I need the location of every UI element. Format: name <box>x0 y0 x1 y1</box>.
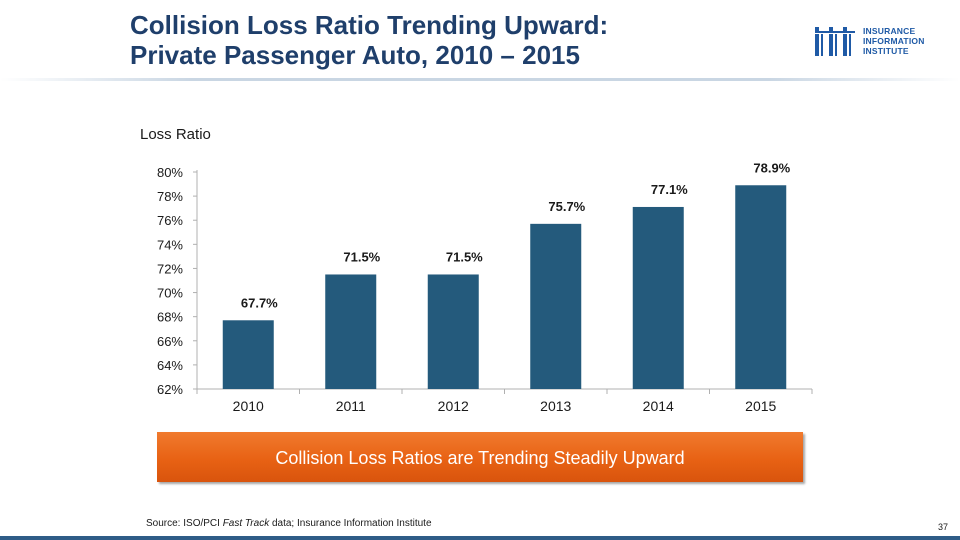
y-tick-label: 62% <box>157 382 183 397</box>
x-tick-label: 2013 <box>540 398 571 414</box>
y-tick-label: 80% <box>157 165 183 180</box>
x-tick-label: 2012 <box>438 398 469 414</box>
y-tick-label: 70% <box>157 286 183 301</box>
page-number: 37 <box>938 522 949 532</box>
title-line-1: Collision Loss Ratio Trending Upward: <box>130 10 609 40</box>
y-tick-label: 76% <box>157 213 183 228</box>
callout-banner: Collision Loss Ratios are Trending Stead… <box>157 432 803 482</box>
y-tick-label: 78% <box>157 189 183 204</box>
iii-logo-icon <box>815 27 855 56</box>
y-tick-label: 68% <box>157 310 183 325</box>
y-axis-title: Loss Ratio <box>140 126 211 143</box>
title-divider <box>0 78 960 81</box>
data-label: 71.5% <box>446 249 483 264</box>
data-label: 75.7% <box>548 199 585 214</box>
y-tick-label: 64% <box>157 358 183 373</box>
slide-title: Collision Loss Ratio Trending Upward: Pr… <box>130 10 750 70</box>
bar <box>222 320 274 389</box>
x-tick-label: 2014 <box>643 398 674 414</box>
logo-line-1: INSURANCE <box>863 26 916 36</box>
logo-line-3: INSTITUTE <box>863 46 909 56</box>
bar <box>530 223 582 389</box>
bar <box>427 274 479 389</box>
source-prefix: Source: ISO/PCI <box>146 518 223 529</box>
data-label: 77.1% <box>651 182 688 197</box>
title-line-2: Private Passenger Auto, 2010 – 2015 <box>130 40 580 70</box>
footer-bar <box>0 536 960 540</box>
bar <box>325 274 377 389</box>
x-tick-label: 2011 <box>336 398 366 414</box>
logo-line-2: INFORMATION <box>863 36 925 46</box>
bar <box>632 206 684 389</box>
data-label: 78.9% <box>753 160 790 175</box>
y-tick-label: 66% <box>157 334 183 349</box>
bar <box>735 185 787 389</box>
source-italic: Fast Track <box>222 518 270 529</box>
source-note: Source: ISO/PCI Fast Track data; Insuran… <box>146 518 432 529</box>
x-tick-label: 2010 <box>233 398 264 414</box>
y-tick-label: 74% <box>157 237 183 252</box>
y-tick-label: 72% <box>157 261 183 276</box>
logo-wordmark: INSURANCE INFORMATION INSTITUTE <box>863 26 925 56</box>
data-label: 67.7% <box>241 295 278 310</box>
source-suffix: data; Insurance Information Institute <box>269 518 432 529</box>
iii-logo: INSURANCE INFORMATION INSTITUTE <box>815 26 950 60</box>
x-tick-label: 2015 <box>745 398 776 414</box>
data-label: 71.5% <box>343 249 380 264</box>
